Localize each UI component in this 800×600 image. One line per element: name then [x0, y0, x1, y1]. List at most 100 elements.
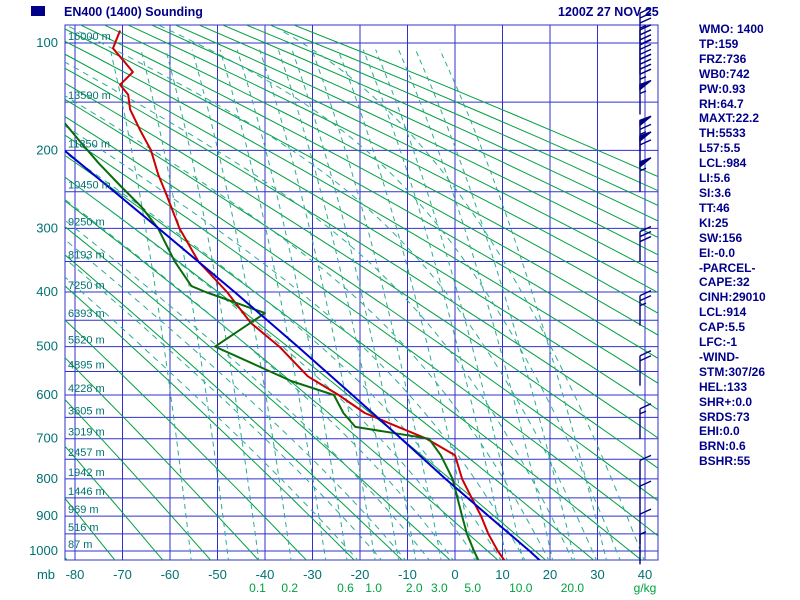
stats-panel: WMO: 1400 TP:159 FRZ:736 WB0:742 PW:0.93 RH:6…: [699, 22, 766, 469]
svg-text:400: 400: [36, 284, 58, 299]
stat-line: BRN:0.6: [699, 439, 746, 454]
svg-text:1942 m: 1942 m: [68, 467, 105, 479]
temperature-curve: [112, 30, 506, 560]
svg-text:300: 300: [36, 220, 58, 235]
stat-line: SW:156: [699, 230, 743, 245]
chart-title: EN400 (1400) Sounding: [64, 5, 203, 19]
stat-line: L57:5.5: [699, 141, 741, 156]
svg-text:2457 m: 2457 m: [68, 447, 105, 459]
svg-text:10.0: 10.0: [509, 581, 533, 595]
dewpoint-curve: [65, 121, 480, 560]
stat-line: TT:46: [699, 200, 730, 215]
stat-line: CAPE:32: [699, 275, 750, 290]
svg-text:-30: -30: [303, 567, 322, 582]
stat-line: PW:0.93: [699, 81, 746, 96]
stat-line: EI:-0.0: [699, 245, 736, 260]
wind-barb: [639, 350, 652, 386]
stat-line: SI:3.6: [699, 185, 732, 200]
chart-datetime: 1200Z 27 NOV 25: [558, 5, 659, 19]
temperature-axis-labels: -80 -70 -60 -50 -40 -30 -20 -10 0 10 20 30 40: [66, 567, 653, 582]
stat-line: SHR+:0.0: [699, 394, 753, 409]
svg-text:0.2: 0.2: [281, 581, 298, 595]
stat-line: -WIND-: [699, 349, 739, 364]
svg-text:-80: -80: [66, 567, 85, 582]
stat-line: STM:307/26: [699, 364, 766, 379]
stat-line: LFC:-1: [699, 335, 737, 350]
stat-line: BSHR:55: [699, 454, 751, 469]
svg-text:9250 m: 9250 m: [68, 216, 105, 228]
stat-line: KI:25: [699, 215, 729, 230]
svg-text:700: 700: [36, 431, 58, 446]
svg-text:4895 m: 4895 m: [68, 359, 105, 371]
svg-text:13590 m: 13590 m: [68, 90, 111, 102]
svg-text:-10: -10: [398, 567, 417, 582]
parcel-curve: [65, 149, 541, 560]
wind-barb: [639, 403, 652, 439]
stat-line: TH:5533: [699, 126, 746, 141]
wind-barb: [639, 225, 652, 262]
stat-line: CINH:29010: [699, 290, 766, 305]
svg-text:-60: -60: [161, 567, 180, 582]
wind-barb: [639, 454, 652, 491]
svg-text:516 m: 516 m: [68, 522, 99, 534]
svg-text:7250 m: 7250 m: [68, 280, 105, 292]
svg-text:10450 m: 10450 m: [68, 180, 111, 192]
svg-text:5620 m: 5620 m: [68, 335, 105, 347]
svg-text:30: 30: [590, 567, 604, 582]
stat-line: WB0:742: [699, 66, 750, 81]
stat-line: -PARCEL-: [699, 260, 756, 275]
svg-text:-50: -50: [208, 567, 227, 582]
wind-barb: [639, 157, 652, 192]
stat-line: WMO: 1400: [699, 22, 764, 36]
svg-text:4228 m: 4228 m: [68, 383, 105, 395]
stat-line: LCL:984: [699, 156, 747, 171]
stat-line: EHI:0.0: [699, 424, 740, 439]
mixing-ratio-axis-labels: 0.1 0.2 0.6 1.0 2.0 3.0 5.0 10.0 20.0 g/kg: [249, 581, 656, 595]
svg-text:600: 600: [36, 387, 58, 402]
svg-text:1446 m: 1446 m: [68, 486, 105, 498]
svg-text:1.0: 1.0: [365, 581, 382, 595]
svg-text:-70: -70: [113, 567, 132, 582]
stat-line: CAP:5.5: [699, 320, 746, 335]
svg-text:-20: -20: [351, 567, 370, 582]
svg-text:87 m: 87 m: [68, 539, 92, 551]
corner-marker: [31, 6, 45, 16]
svg-text:10: 10: [495, 567, 509, 582]
wind-barb: [639, 480, 652, 517]
svg-text:-40: -40: [256, 567, 275, 582]
stat-line: HEL:133: [699, 379, 748, 394]
stat-line: SRDS:73: [699, 409, 750, 424]
svg-text:100: 100: [36, 35, 58, 50]
svg-text:3019 m: 3019 m: [68, 427, 105, 439]
svg-text:3605 m: 3605 m: [68, 405, 105, 417]
stat-line: MAXT:22.2: [699, 111, 760, 126]
svg-text:2.0: 2.0: [406, 581, 423, 595]
svg-text:g/kg: g/kg: [634, 581, 657, 595]
svg-text:800: 800: [36, 471, 58, 486]
stat-line: FRZ:736: [699, 51, 747, 66]
svg-text:8193 m: 8193 m: [68, 250, 105, 262]
height-labels: 16000 m 13590 m 11850 m 10450 m 9250 m 8193 m…: [68, 31, 111, 551]
svg-text:20.0: 20.0: [561, 581, 585, 595]
svg-text:0: 0: [451, 567, 458, 582]
svg-text:500: 500: [36, 339, 58, 354]
svg-text:1000: 1000: [29, 543, 58, 558]
wind-barb: [639, 289, 652, 326]
svg-text:40: 40: [638, 567, 652, 582]
svg-text:0.6: 0.6: [337, 581, 354, 595]
svg-text:200: 200: [36, 142, 58, 157]
svg-text:mb: mb: [37, 567, 55, 582]
svg-text:900: 900: [36, 508, 58, 523]
wind-barb: [639, 79, 652, 115]
stat-line: TP:159: [699, 36, 739, 51]
wind-barb: [639, 531, 647, 565]
svg-text:16000 m: 16000 m: [68, 31, 111, 43]
dry-adiabats: [65, 25, 658, 560]
svg-text:20: 20: [543, 567, 557, 582]
svg-text:3.0: 3.0: [431, 581, 448, 595]
wind-barbs: [639, 7, 652, 565]
svg-text:11850 m: 11850 m: [68, 138, 110, 150]
mixing-ratio-lines: [109, 49, 607, 560]
